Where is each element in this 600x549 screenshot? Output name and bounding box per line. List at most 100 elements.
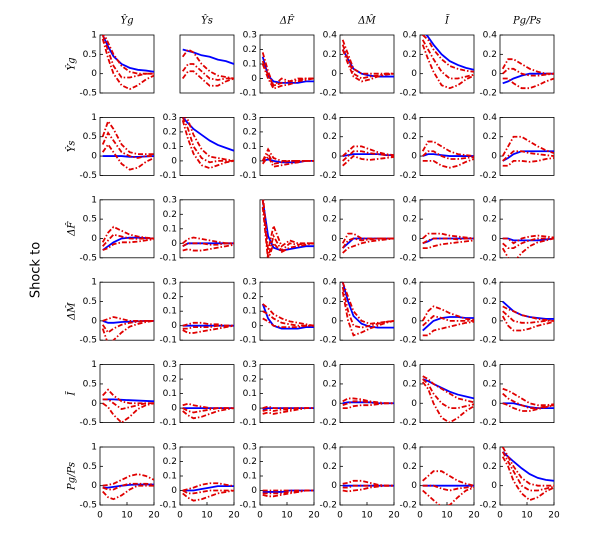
series-line — [342, 150, 394, 162]
axes-frame — [179, 281, 235, 341]
y-tick-label: 0.3 — [243, 31, 257, 41]
y-tick-label: 0.3 — [163, 360, 177, 370]
y-tick-label: 0 — [251, 404, 257, 414]
axes-frame — [419, 34, 475, 94]
y-tick-label: 0.4 — [323, 443, 338, 453]
series-line — [261, 60, 314, 87]
axes-frame — [339, 364, 395, 424]
y-tick-label: 0 — [91, 69, 97, 79]
y-tick-label: 0.2 — [163, 292, 177, 302]
y-tick-label: 0.3 — [243, 113, 257, 123]
axes-frame — [179, 446, 235, 506]
y-tick-label: 0.2 — [163, 375, 177, 385]
y-tick-label: 0.4 — [323, 195, 338, 205]
x-tick-label: 0 — [337, 511, 343, 521]
series-line — [342, 155, 394, 167]
plot-area — [502, 387, 554, 412]
series-line — [261, 63, 314, 90]
plot-area — [501, 58, 554, 90]
series-line — [262, 303, 314, 327]
series-line — [422, 239, 474, 250]
axes-frame — [499, 281, 555, 341]
series-line — [501, 135, 554, 157]
series-line — [182, 489, 234, 495]
plot-area — [422, 232, 474, 250]
plot-area — [262, 405, 314, 415]
y-tick-label: -0.2 — [399, 501, 417, 511]
y-tick-label: 0.4 — [403, 195, 418, 205]
y-tick-label: 0.4 — [403, 113, 418, 123]
axes-frame — [259, 364, 315, 424]
series-line — [102, 398, 154, 403]
y-tick-label: 0.4 — [403, 278, 418, 288]
y-tick-label: -0.2 — [319, 501, 337, 511]
y-tick-label: 0.4 — [483, 278, 498, 288]
series-line — [342, 402, 394, 409]
y-tick-label: 0 — [91, 399, 97, 409]
y-tick-label: -0.1 — [239, 336, 257, 346]
row-label: ΔF̂ — [66, 221, 78, 237]
y-tick-label: -0.2 — [399, 336, 417, 346]
series-line — [341, 44, 394, 80]
y-tick-label: 0.3 — [163, 195, 177, 205]
axes-frame — [499, 364, 555, 424]
axes-frame — [259, 281, 315, 341]
series-line — [181, 48, 234, 80]
series-line — [502, 392, 554, 409]
y-tick-label: 0.2 — [323, 215, 337, 225]
y-tick-label: -0.2 — [319, 253, 337, 263]
x-tick-label: 10 — [281, 511, 293, 521]
y-tick-label: -0.2 — [399, 418, 417, 428]
y-tick-label: 0.1 — [243, 472, 257, 482]
y-tick-label: 0.2 — [243, 127, 257, 137]
series-line — [102, 316, 154, 322]
series-line — [102, 482, 154, 491]
column-title: Ŷs — [201, 15, 213, 27]
series-line — [422, 153, 474, 157]
plot-area — [101, 316, 154, 341]
series-line — [182, 407, 234, 414]
plot-area — [501, 447, 554, 502]
x-tick-label: 10 — [201, 511, 213, 521]
y-tick-label: 1 — [91, 360, 97, 370]
x-tick-label: 0 — [177, 511, 183, 521]
series-line — [182, 324, 234, 334]
axes-frame — [339, 446, 395, 506]
plot-area — [102, 473, 154, 501]
plot-area — [102, 388, 154, 423]
y-tick-label: -0.2 — [479, 89, 497, 99]
y-tick-label: 0 — [251, 156, 257, 166]
series-line — [181, 120, 234, 170]
y-tick-label: 0.1 — [243, 142, 257, 152]
y-tick-label: 0 — [491, 69, 497, 79]
series-line — [341, 49, 394, 78]
y-tick-label: 0.2 — [243, 375, 257, 385]
y-tick-label: 1 — [91, 31, 97, 41]
axes-frame — [259, 34, 315, 94]
series-line — [341, 282, 394, 325]
y-tick-label: 0.2 — [403, 132, 417, 142]
series-line — [502, 157, 554, 167]
series-line — [421, 305, 474, 322]
y-tick-label: -0.5 — [79, 336, 97, 346]
y-tick-label: -0.2 — [479, 418, 497, 428]
x-tick-label: 0 — [417, 511, 423, 521]
series-line — [182, 48, 234, 65]
series-line — [501, 451, 554, 492]
y-tick-label: 0 — [251, 74, 257, 84]
axes-frame — [419, 117, 475, 176]
plot-area — [262, 489, 314, 498]
y-tick-label: -0.1 — [239, 501, 257, 511]
series-line — [182, 242, 234, 247]
series-line — [102, 238, 154, 251]
series-line — [261, 206, 314, 258]
y-tick-label: 0 — [331, 69, 337, 79]
y-tick-label: 0 — [411, 152, 417, 162]
series-line — [262, 317, 314, 329]
y-tick-label: -0.2 — [399, 89, 417, 99]
y-tick-label: -0.5 — [79, 253, 97, 263]
series-line — [102, 402, 154, 423]
y-tick-label: 0.2 — [323, 297, 337, 307]
series-line — [342, 145, 394, 157]
